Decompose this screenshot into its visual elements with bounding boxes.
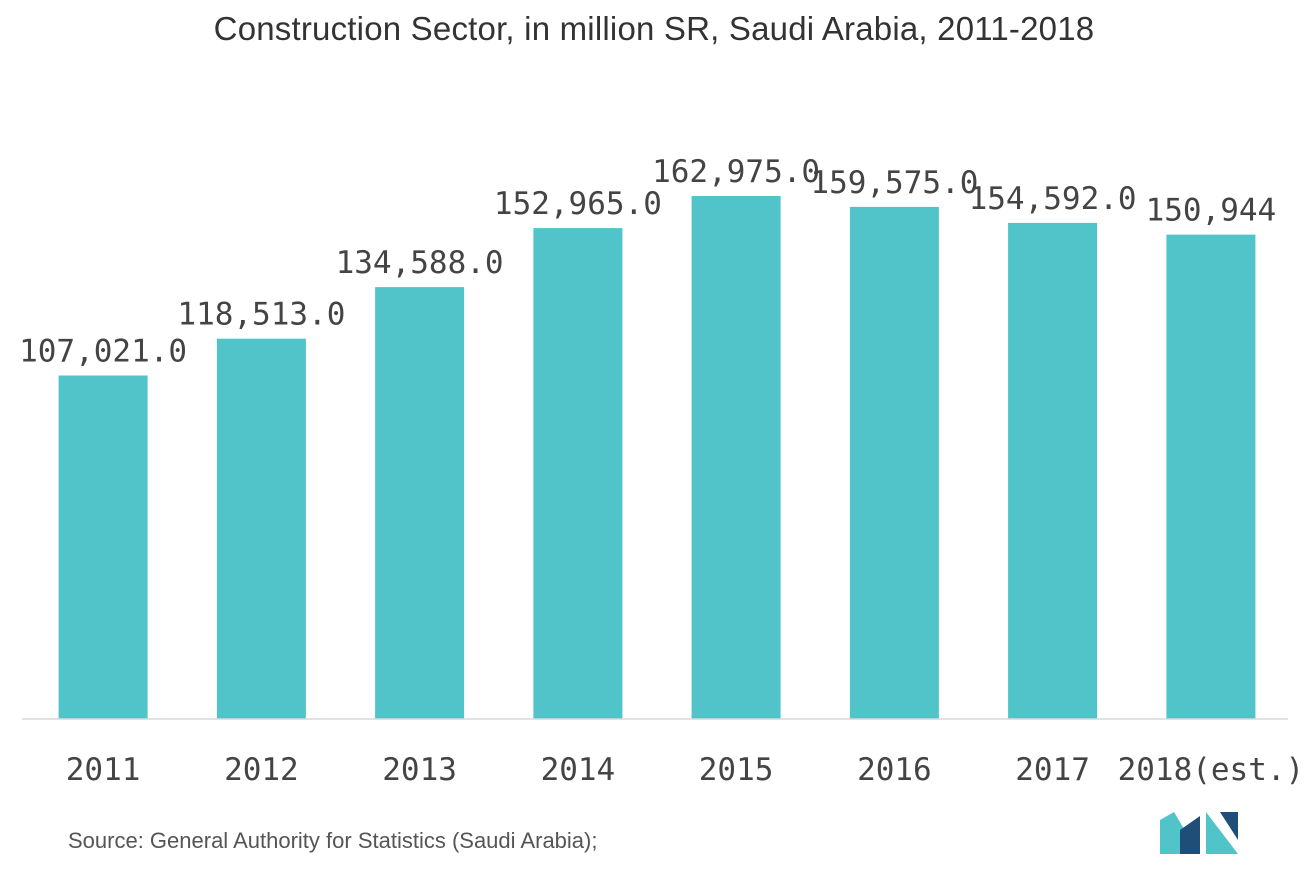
x-tick-label-2016: 2016	[857, 752, 932, 788]
bar-2013	[375, 287, 465, 719]
bar-2016	[849, 206, 939, 719]
bar-2011	[58, 375, 148, 719]
bar-2012	[216, 338, 306, 719]
chart-title: Construction Sector, in million SR, Saud…	[213, 10, 1095, 47]
value-label-2013: 134,588.0	[336, 245, 504, 281]
value-label-2011: 107,021.0	[19, 334, 187, 370]
value-label-2012: 118,513.0	[177, 297, 345, 333]
x-tick-label-2017: 2017	[1015, 752, 1090, 788]
mordor-intelligence-logo-icon	[1160, 812, 1238, 854]
value-label-2015: 162,975.0	[652, 154, 820, 190]
value-label-2017: 154,592.0	[969, 181, 1137, 217]
x-tick-label-2015: 2015	[699, 752, 774, 788]
bars-group	[58, 196, 1256, 719]
bar-2014	[533, 228, 623, 719]
x-tick-label-2013: 2013	[382, 752, 457, 788]
x-tick-label-2018(est.): 2018(est.)	[1118, 752, 1305, 788]
bar-2017	[1008, 222, 1098, 719]
x-tick-label-2012: 2012	[224, 752, 299, 788]
source-note: Source: General Authority for Statistics…	[68, 828, 598, 853]
value-label-2016: 159,575.0	[810, 165, 978, 201]
bar-2015	[691, 196, 781, 719]
x-axis-labels-group: 2011 2012 2013 2014 2015 2016 2017 2018(est.)	[66, 752, 1304, 788]
value-label-2018(est.): 150,944	[1146, 193, 1277, 229]
bar-2018(est.)	[1166, 234, 1256, 719]
value-label-2014: 152,965.0	[494, 186, 662, 222]
x-tick-label-2011: 2011	[66, 752, 141, 788]
x-tick-label-2014: 2014	[541, 752, 616, 788]
